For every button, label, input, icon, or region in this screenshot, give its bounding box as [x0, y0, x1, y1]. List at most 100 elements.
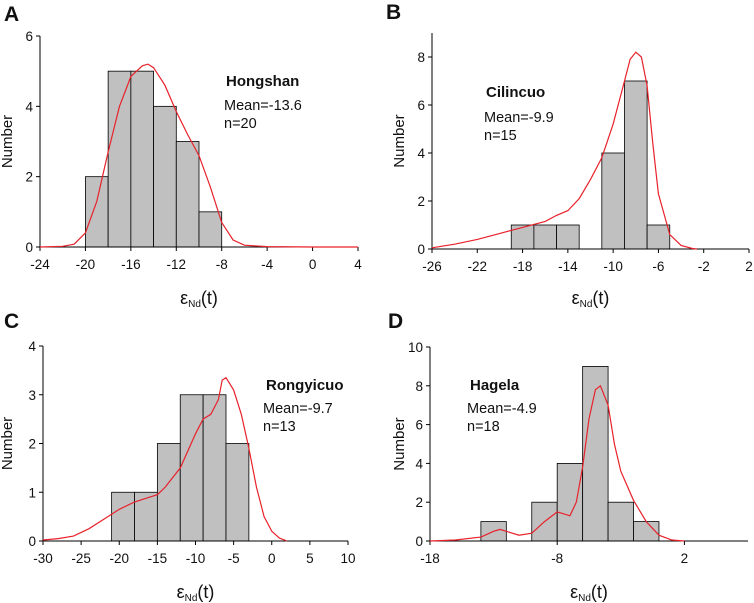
x-axis-label: εNd(t): [180, 288, 218, 310]
n-label: n=15: [484, 128, 517, 144]
mean-label: Mean=-4.9: [467, 401, 537, 417]
x-label-tail: (t): [197, 582, 214, 602]
x-tick-label: -2: [698, 259, 710, 274]
n-label: n=13: [263, 419, 296, 435]
mean-label: Mean=-13.6: [224, 98, 302, 114]
y-tick-label: 3: [28, 388, 36, 403]
x-tick-label: -22: [468, 259, 488, 274]
x-label-epsilon: ε: [180, 288, 188, 308]
y-tick-label: 0: [25, 240, 33, 255]
x-label-subscript: Nd: [578, 593, 591, 603]
bar-a-0: [85, 176, 109, 248]
mean-label: Mean=-9.7: [263, 401, 333, 417]
x-tick-label: -8: [216, 257, 228, 272]
y-tick-label: 4: [25, 99, 33, 114]
bar-c-3: [179, 394, 204, 542]
x-tick-label: -14: [558, 259, 578, 274]
bar-c-5: [225, 443, 250, 542]
panel-c: 0 1 2 3 4 -30 -25 -20 -15 -10 -5 0 5 10 C Number εNd(t) R…: [0, 310, 356, 603]
panel-letter: C: [4, 310, 19, 333]
density-curve-a: [39, 63, 358, 248]
y-tick-label: 8: [417, 50, 425, 65]
x-label-epsilon: ε: [570, 582, 578, 602]
panel-letter: B: [386, 1, 401, 24]
bar-a-5: [198, 211, 223, 248]
x-tick-label: 0: [268, 551, 276, 566]
panel-d: 0 2 4 6 8 10 -18 -8 2 D Number εNd(t) Hagela Mean=-4.…: [388, 310, 748, 603]
bar-b-6: [646, 224, 671, 250]
bar-b-0: [510, 224, 535, 250]
bar-d-3: [556, 462, 584, 542]
x-tick-label: -10: [186, 551, 206, 566]
y-tick-label: 4: [415, 456, 423, 471]
x-tick-label: -4: [261, 257, 273, 272]
y-tick-label: 0: [417, 242, 425, 257]
bar-c-0: [111, 491, 135, 542]
x-tick-label: 2: [745, 259, 753, 274]
bar-b-5: [624, 80, 648, 250]
y-tick-label: 1: [28, 485, 36, 500]
y-tick-label: 2: [28, 437, 36, 452]
x-tick-label: -18: [513, 259, 533, 274]
y-tick-label: 0: [415, 534, 423, 549]
y-axis-label: Number: [0, 417, 16, 470]
y-tick-label: 0: [28, 534, 36, 549]
x-tick-label: -24: [30, 257, 50, 272]
x-tick-label: -30: [33, 551, 53, 566]
bar-a-1: [107, 70, 132, 248]
y-tick-label: 6: [25, 29, 33, 44]
mean-label: Mean=-9.9: [484, 110, 554, 126]
bar-b-2: [556, 224, 580, 250]
x-label-tail: (t): [591, 582, 608, 602]
location-label: Hongshan: [226, 73, 299, 90]
density-curve-c: [42, 376, 288, 542]
density-curve-b: [431, 51, 697, 250]
x-tick-label: -12: [167, 257, 187, 272]
bar-d-5: [607, 501, 634, 542]
panel-a: 0 2 4 6 -24 -20 -16 -12 -8 -4 0 4 A Number εNd(t) Hongs…: [0, 3, 362, 310]
bar-b-4: [601, 152, 625, 250]
bar-a-2: [130, 70, 154, 248]
x-tick-label: 2: [681, 551, 689, 566]
x-label-subscript: Nd: [188, 299, 201, 310]
x-tick-label: -20: [109, 551, 129, 566]
x-tick-label: 0: [309, 257, 317, 272]
n-label: n=18: [467, 419, 500, 435]
x-tick-label: -8: [551, 551, 563, 566]
x-tick-label: -10: [603, 259, 623, 274]
location-label: Rongyicuo: [266, 377, 344, 394]
x-label-epsilon: ε: [177, 582, 185, 602]
y-tick-label: 4: [417, 146, 425, 161]
y-tick-label: 10: [408, 340, 423, 355]
y-axis-label: Number: [391, 417, 408, 470]
x-axis-label: εNd(t): [572, 288, 610, 310]
y-axis-label: Number: [391, 114, 408, 167]
y-tick-label: 2: [417, 194, 425, 209]
bar-c-1: [134, 491, 158, 542]
y-tick-label: 2: [415, 495, 423, 510]
x-label-subscript: Nd: [580, 299, 593, 310]
panel-letter: A: [4, 3, 19, 26]
n-label: n=20: [224, 116, 257, 132]
x-tick-label: -20: [76, 257, 96, 272]
location-label: Cilincuo: [486, 84, 545, 101]
y-tick-label: 6: [417, 98, 425, 113]
x-axis-label: εNd(t): [570, 582, 608, 603]
y-tick-label: 8: [415, 379, 423, 394]
x-label-epsilon: ε: [572, 288, 580, 308]
y-tick-label: 4: [28, 339, 36, 354]
y-axis-label: Number: [0, 115, 16, 168]
y-tick-label: 6: [415, 418, 423, 433]
x-axis-label: εNd(t): [177, 582, 215, 603]
x-tick-label: -25: [71, 551, 91, 566]
y-tick-label: 2: [25, 170, 33, 185]
x-tick-label: -26: [422, 259, 442, 274]
location-label: Hagela: [470, 377, 520, 394]
x-tick-label: 4: [354, 257, 362, 272]
x-label-tail: (t): [592, 288, 609, 308]
x-tick-label: -16: [121, 257, 141, 272]
x-label-subscript: Nd: [185, 593, 198, 603]
x-tick-label: -6: [652, 259, 664, 274]
